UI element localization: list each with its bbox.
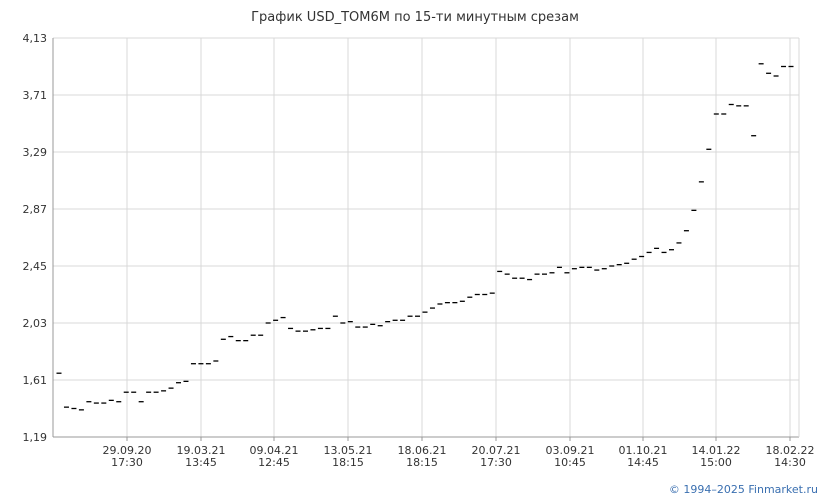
- x-tick-date: 03.09.21: [546, 444, 595, 457]
- y-tick-label: 1,61: [23, 374, 48, 387]
- y-tick-label: 2,03: [23, 317, 48, 330]
- x-tick-time: 17:30: [111, 456, 143, 469]
- x-tick-date: 18.06.21: [398, 444, 447, 457]
- y-tick-label: 4,13: [23, 32, 48, 45]
- mark-layer: [56, 63, 794, 411]
- x-tick-time: 14:45: [627, 456, 659, 469]
- y-tick-label: 2,87: [23, 203, 48, 216]
- y-tick-label: 1,19: [23, 431, 48, 444]
- x-tick-date: 19.03.21: [177, 444, 226, 457]
- chart-title: График USD_TOM6M по 15-ти минутным среза…: [251, 10, 579, 25]
- x-tick-date: 13.05.21: [324, 444, 373, 457]
- x-tick-date: 09.04.21: [250, 444, 299, 457]
- x-tick-time: 10:45: [554, 456, 586, 469]
- copyright-text[interactable]: © 1994–2025 Finmarket.ru: [668, 483, 818, 496]
- x-tick-time: 15:00: [700, 456, 732, 469]
- x-tick-time: 17:30: [480, 456, 512, 469]
- x-tick-date: 29.09.20: [103, 444, 152, 457]
- x-tick-time: 18:15: [406, 456, 438, 469]
- x-tick-time: 13:45: [185, 456, 217, 469]
- x-tick-date: 01.10.21: [619, 444, 668, 457]
- y-tick-label: 3,71: [23, 89, 48, 102]
- axis-layer: 4,13 3,71 3,29 2,87 2,45 2,03 1,61 1,19 29.09.20…: [23, 32, 815, 469]
- x-tick-time: 14:30: [774, 456, 806, 469]
- x-tick-date: 18.02.22: [766, 444, 815, 457]
- x-tick-date: 20.07.21: [472, 444, 521, 457]
- y-tick-label: 3,29: [23, 146, 48, 159]
- x-tick-time: 12:45: [258, 456, 290, 469]
- x-tick-date: 14.01.22: [692, 444, 741, 457]
- y-tick-label: 2,45: [23, 260, 48, 273]
- x-tick-time: 18:15: [332, 456, 364, 469]
- grid-layer: [53, 37, 799, 438]
